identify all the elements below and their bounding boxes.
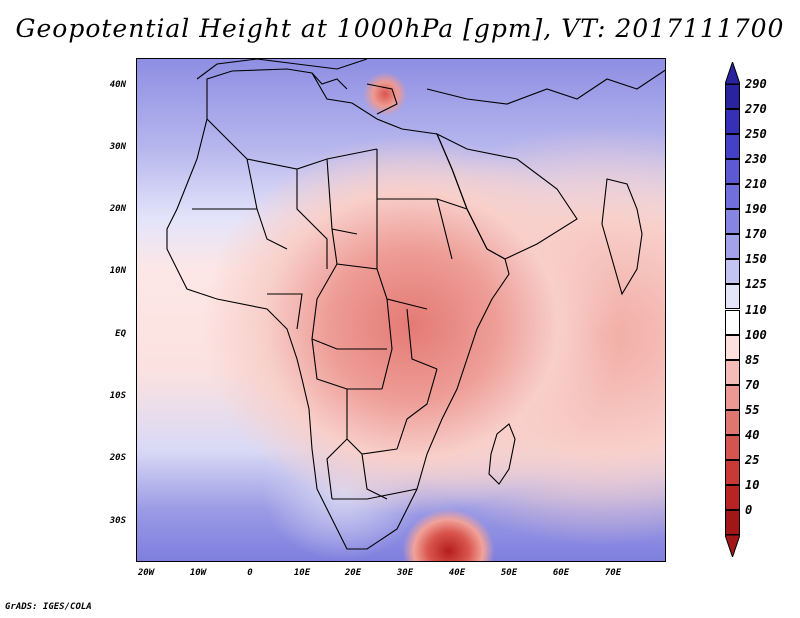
colorbar-label: 10 [745, 477, 760, 492]
colorbar-label: 150 [745, 252, 767, 267]
madagascar-outline [488, 423, 516, 485]
lon-label-50e: 50E [500, 568, 518, 578]
europe-outline [196, 59, 665, 115]
india-outline [601, 178, 643, 296]
arabia-outline [435, 132, 578, 260]
colorbar-swatch [725, 184, 740, 210]
lat-label-30s: 30S [109, 516, 126, 526]
colorbar-swatch [725, 109, 740, 135]
lon-label-40e: 40E [448, 568, 466, 578]
lon-label-20w: 20W [137, 568, 155, 578]
colorbar-label: 110 [745, 302, 767, 317]
colorbar-label: 190 [745, 202, 767, 217]
colorbar-label: 125 [745, 277, 767, 292]
colorbar-swatch [725, 259, 740, 285]
lat-label-20n: 20N [109, 204, 126, 214]
geopotential-map [136, 58, 666, 562]
colorbar-swatch [725, 234, 740, 260]
lon-label-10e: 10E [293, 568, 311, 578]
africa-coastline [166, 68, 510, 550]
country-borders [166, 59, 665, 550]
colorbar-swatch [725, 159, 740, 185]
colorbar-label: 70 [745, 377, 760, 392]
colorbar-label: 85 [745, 352, 760, 367]
colorbar-label: 270 [745, 102, 767, 117]
colorbar-swatch [725, 284, 740, 310]
colorbar-swatch [725, 434, 740, 460]
lon-label-0: 0 [247, 568, 253, 578]
colorbar-swatch [725, 84, 740, 110]
colorbar-swatch [725, 384, 740, 410]
colorbar-swatch [725, 509, 740, 535]
lon-label-20e: 20E [344, 568, 362, 578]
grads-credit: GrADS: IGES/COLA [5, 602, 92, 612]
lat-label-eq: EQ [115, 329, 126, 339]
lat-label-10s: 10S [109, 391, 126, 401]
colorbar-label: 170 [745, 227, 767, 242]
colorbar-swatch [725, 209, 740, 235]
lon-label-30e: 30E [396, 568, 414, 578]
colorbar-swatch [725, 309, 740, 335]
colorbar-swatch [725, 484, 740, 510]
lon-label-10w: 10W [189, 568, 207, 578]
map-title: Geopotential Height at 1000hPa [gpm], VT… [15, 14, 785, 43]
colorbar-swatch [725, 134, 740, 160]
colorbar-swatch [725, 409, 740, 435]
colorbar-label: 0 [745, 502, 753, 517]
colorbar-label: 25 [745, 452, 760, 467]
colorbar-label: 55 [745, 402, 760, 417]
lat-label-10n: 10N [109, 266, 126, 276]
lon-label-60e: 60E [552, 568, 570, 578]
colorbar-bottom-arrow [725, 535, 740, 557]
colorbar-swatch [725, 359, 740, 385]
colorbar-label: 40 [745, 427, 760, 442]
colorbar-label: 210 [745, 177, 767, 192]
lon-label-70e: 70E [604, 568, 622, 578]
lat-label-20s: 20S [109, 453, 126, 463]
lat-label-30n: 30N [109, 142, 126, 152]
colorbar-label: 250 [745, 127, 767, 142]
colorbar-label: 100 [745, 327, 767, 342]
colorbar-label: 290 [745, 77, 767, 91]
colorbar-top-arrow [725, 62, 740, 84]
colorbar-label: 230 [745, 152, 767, 167]
lat-label-40n: 40N [109, 80, 126, 90]
colorbar-swatch [725, 459, 740, 485]
colorbar-swatch [725, 334, 740, 360]
country-borders-lines [192, 118, 468, 500]
